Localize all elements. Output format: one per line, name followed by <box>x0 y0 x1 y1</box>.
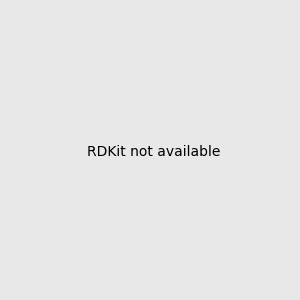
Text: RDKit not available: RDKit not available <box>87 145 220 158</box>
